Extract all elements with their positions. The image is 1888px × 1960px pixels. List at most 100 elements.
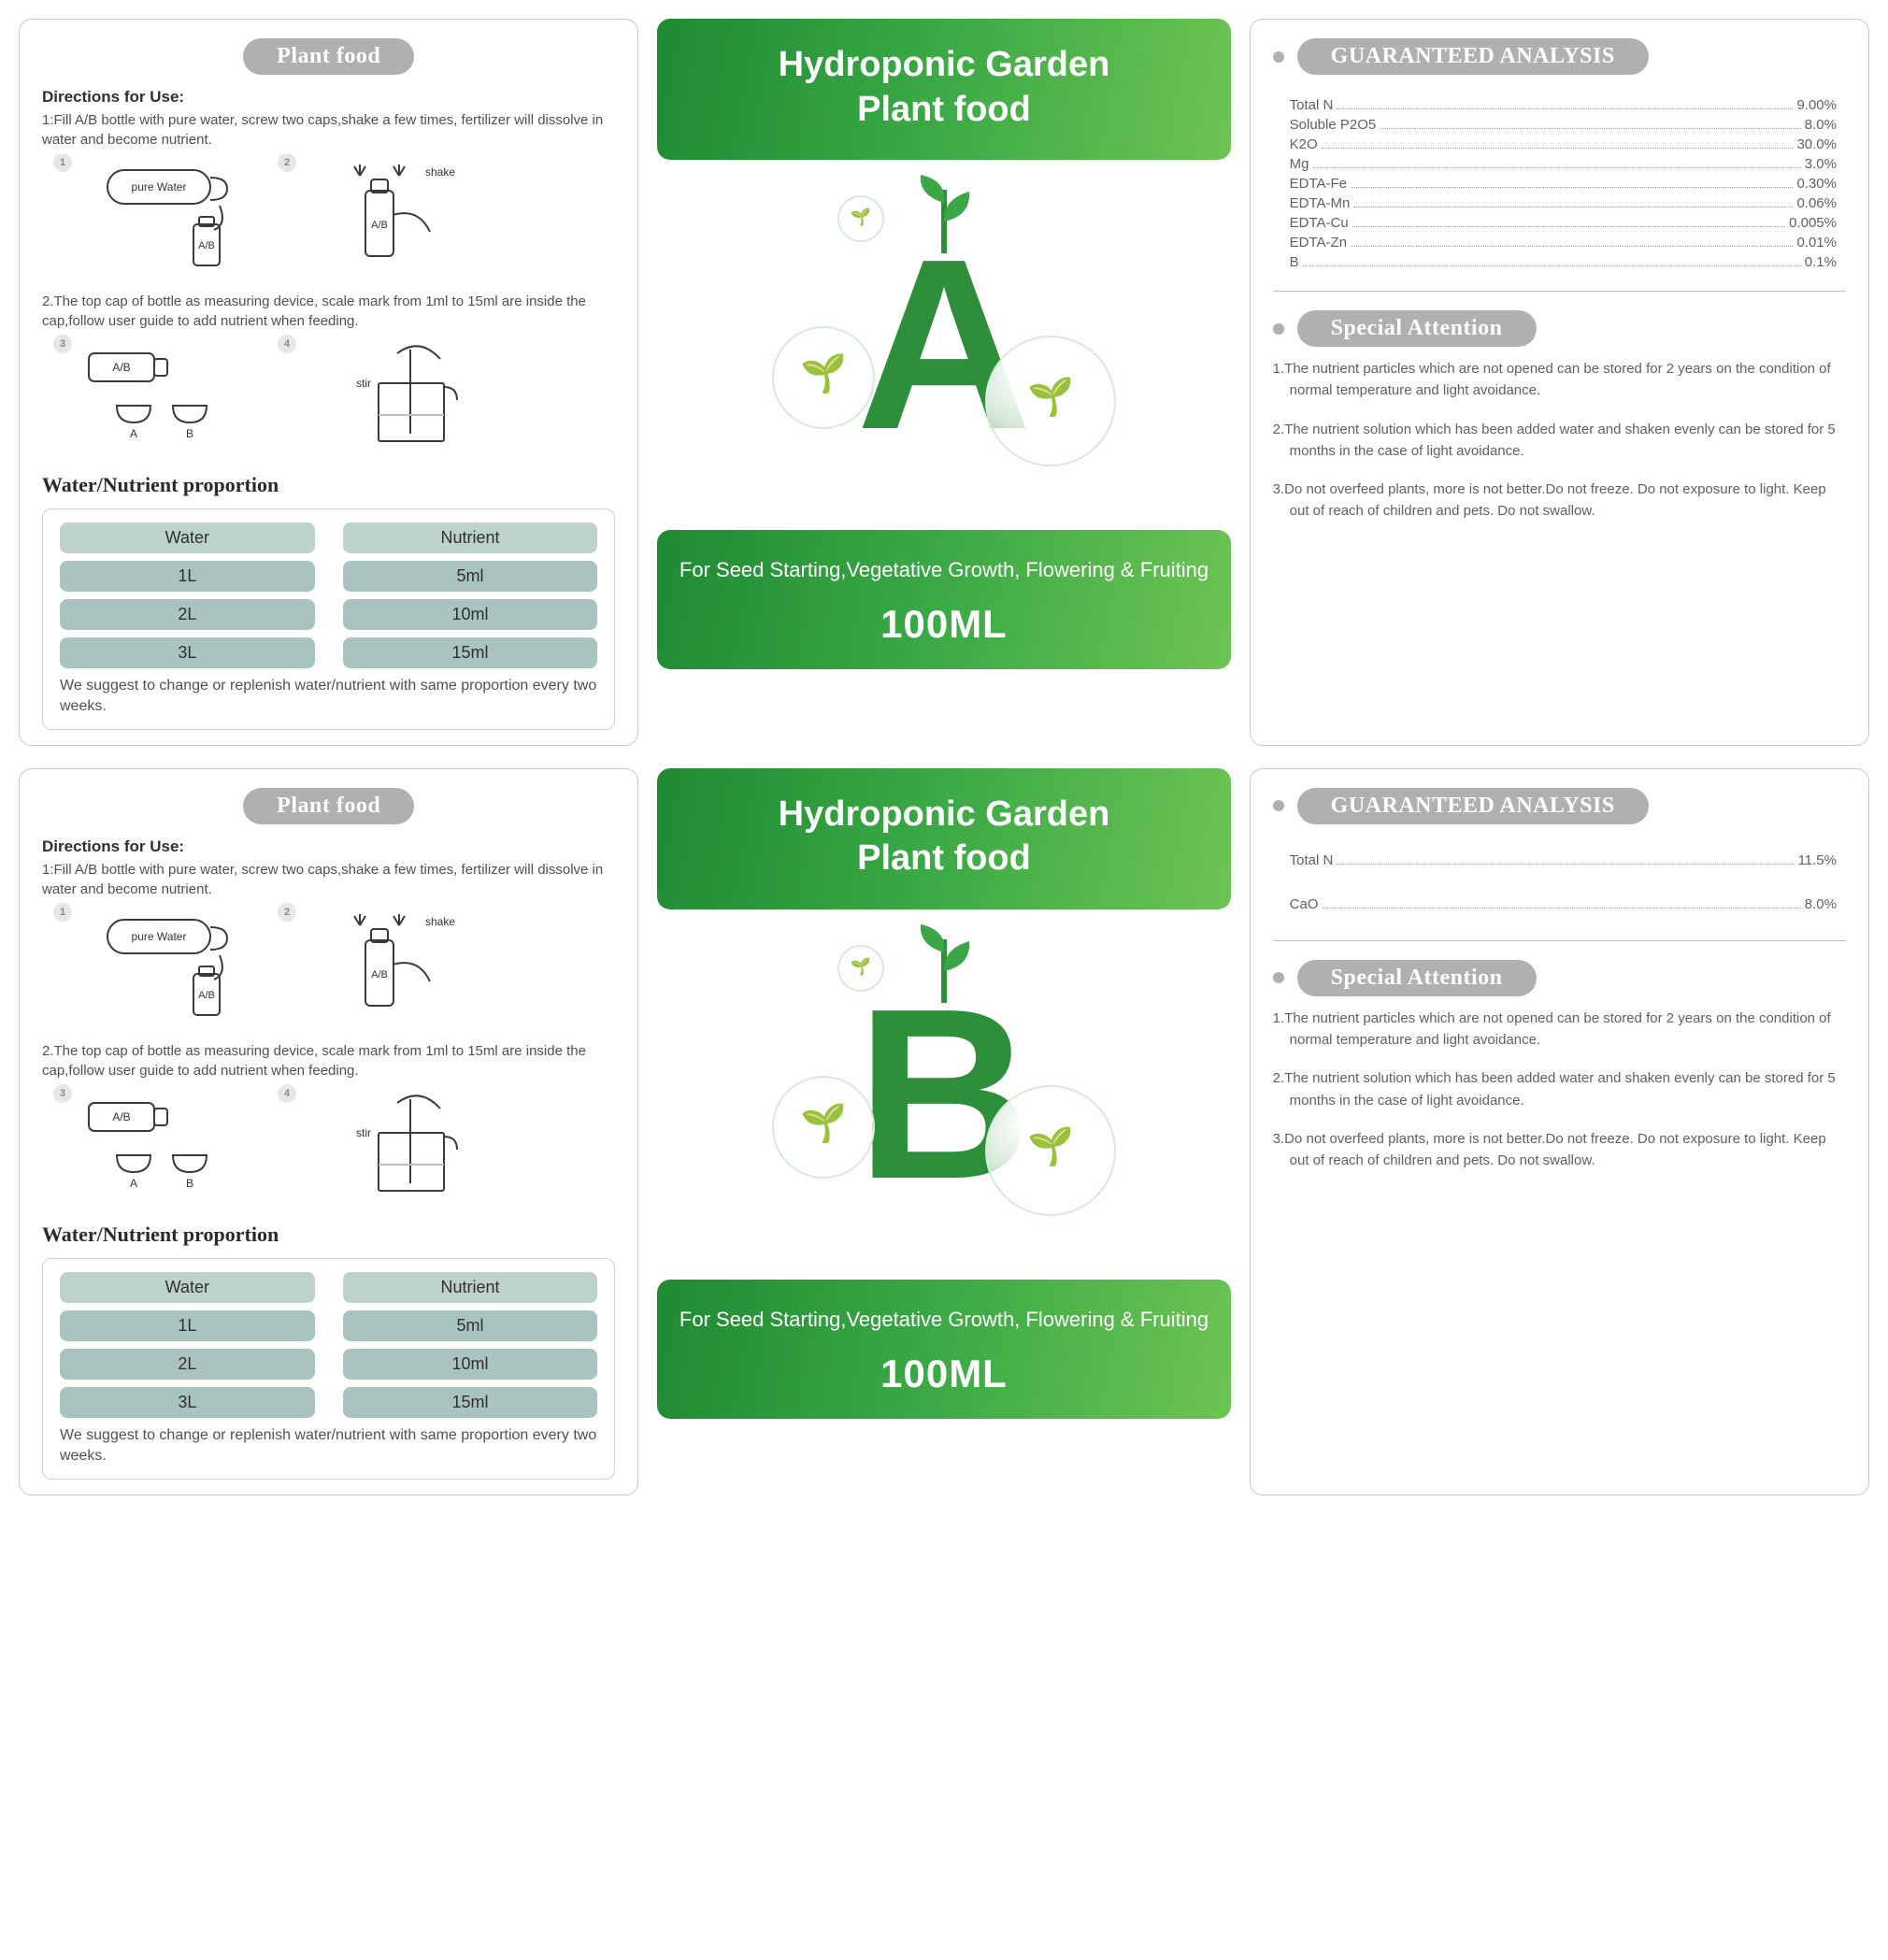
proportion-table: Water Nutrient 1L 5ml 2L 10ml 3L 15ml We… [42,508,615,730]
analysis-row: Mg 3.0% [1290,156,1837,172]
col-water: Water [60,1272,315,1303]
direction-1: 1:Fill A/B bottle with pure water, screw… [42,110,615,150]
analysis-label: EDTA-Fe [1290,176,1347,192]
analysis-row: EDTA-Zn 0.01% [1290,235,1837,250]
special-attention-badge: Special Attention [1297,310,1537,347]
direction-2: 2.The top cap of bottle as measuring dev… [42,292,615,331]
svg-text:stir: stir [356,377,371,390]
illustration-step-1: 1 pure Water A/B [70,908,257,1021]
analysis-value: 11.5% [1798,852,1837,868]
product-logo: 🌱 🌱 🌱 A [657,177,1230,513]
illustration-step-3: 3 A/B A B [70,1090,257,1202]
step-number: 3 [53,335,72,353]
sprout-icon: 🌱 [800,1105,847,1142]
analysis-panel: GUARANTEED ANALYSIS Total N 11.5% CaO 8.… [1250,768,1869,1495]
analysis-value: 0.06% [1796,195,1837,211]
step-number: 1 [53,153,72,172]
bullet-icon [1273,972,1284,983]
attention-header: Special Attention [1273,960,1846,996]
analysis-label: Mg [1290,156,1309,172]
dots-leader [1303,254,1801,266]
analysis-label: CaO [1290,896,1319,912]
divider [1273,940,1846,941]
attention-item: 3.Do not overfeed plants, more is not be… [1290,1128,1846,1172]
step-number: 4 [278,1084,296,1103]
illustration-step-4: 4 stir [294,340,481,452]
directions-panel: Plant food Directions for Use: 1:Fill A/… [19,19,638,746]
directions-header: Directions for Use: [42,88,615,107]
water-cell: 1L [60,561,315,592]
proportion-header-row: Water Nutrient [60,522,597,553]
analysis-value: 30.0% [1796,136,1837,152]
bullet-icon [1273,323,1284,335]
analysis-value: 0.1% [1805,254,1837,270]
analysis-row: B 0.1% [1290,254,1837,270]
svg-text:pure Water: pure Water [132,930,187,943]
analysis-label: EDTA-Zn [1290,235,1347,250]
nutrient-cell: 5ml [343,561,598,592]
analysis-row: EDTA-Cu 0.005% [1290,215,1837,231]
dots-leader [1353,195,1793,207]
bubble-icon: 🌱 [772,1076,875,1179]
illustration-row-2: 3 A/B A B 4 [70,1090,615,1202]
direction-2: 2.The top cap of bottle as measuring dev… [42,1041,615,1080]
water-cell: 3L [60,1387,315,1418]
nutrient-cell: 15ml [343,1387,598,1418]
proportion-row: 3L 15ml [60,637,597,668]
analysis-row: CaO 8.0% [1290,896,1837,912]
plant-food-badge: Plant food [243,788,414,824]
svg-text:A/B: A/B [112,361,130,374]
col-water: Water [60,522,315,553]
attention-list: 1.The nutrient particles which are not o… [1273,1008,1846,1172]
guaranteed-analysis-badge: GUARANTEED ANALYSIS [1297,38,1649,75]
proportion-row: 3L 15ml [60,1387,597,1418]
directions-panel: Plant food Directions for Use: 1:Fill A/… [19,768,638,1495]
bubble-icon: 🌱 [837,195,884,242]
svg-text:shake: shake [425,915,455,928]
analysis-value: 8.0% [1805,896,1837,912]
analysis-panel: GUARANTEED ANALYSIS Total N 9.00% Solubl… [1250,19,1869,746]
nutrient-cell: 10ml [343,599,598,630]
sprout-icon: 🌱 [851,958,871,975]
analysis-value: 9.00% [1796,97,1837,113]
bubble-icon: 🌱 [772,326,875,429]
nutrient-cell: 5ml [343,1310,598,1341]
nutrient-cell: 10ml [343,1349,598,1380]
sprout-icon: 🌱 [800,355,847,393]
svg-text:pure Water: pure Water [132,180,187,193]
plant-food-badge: Plant food [243,38,414,75]
svg-text:A/B: A/B [198,240,215,251]
step-number: 3 [53,1084,72,1103]
analysis-row: Total N 9.00% [1290,97,1837,113]
guaranteed-analysis-badge: GUARANTEED ANALYSIS [1297,788,1649,824]
sprout-icon: 🌱 [1027,1128,1074,1166]
analysis-label: EDTA-Cu [1290,215,1349,231]
leaf-icon [902,171,986,266]
analysis-row: EDTA-Mn 0.06% [1290,195,1837,211]
illustration-row-1: 1 pure Water A/B 2 [70,159,615,271]
illustration-row-1: 1 pure Water A/B 2 [70,908,615,1021]
analysis-label: Soluble P2O5 [1290,117,1377,133]
analysis-list: Total N 11.5% CaO 8.0% [1273,836,1846,912]
dots-leader [1352,215,1785,227]
product-hero-panel: Hydroponic GardenPlant food 🌱 🌱 🌱 B [657,768,1230,1495]
step-number: 2 [278,153,296,172]
attention-item: 2.The nutrient solution which has been a… [1290,1067,1846,1111]
svg-text:B: B [186,427,193,440]
svg-text:A: A [130,427,137,440]
product-tagline: For Seed Starting,Vegetative Growth, Flo… [666,554,1221,585]
bubble-icon: 🌱 [985,336,1116,466]
product-letter: 🌱 🌱 🌱 A [856,223,1032,466]
product-row: Plant food Directions for Use: 1:Fill A/… [19,768,1869,1495]
analysis-row: Total N 11.5% [1290,852,1837,868]
proportion-row: 1L 5ml [60,1310,597,1341]
svg-text:A/B: A/B [112,1110,130,1123]
analysis-label: Total N [1290,97,1334,113]
attention-item: 1.The nutrient particles which are not o… [1290,358,1846,402]
dots-leader [1351,176,1793,188]
analysis-value: 0.005% [1789,215,1837,231]
divider [1273,291,1846,292]
illustration-step-2: 2 A/B shake [294,908,481,1021]
page: Plant food Directions for Use: 1:Fill A/… [19,19,1869,1495]
step-number: 1 [53,903,72,922]
